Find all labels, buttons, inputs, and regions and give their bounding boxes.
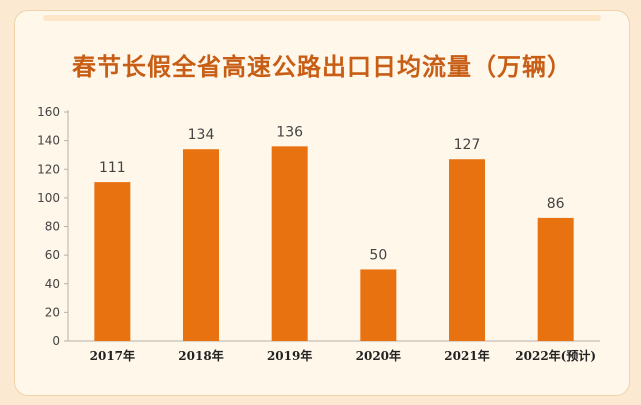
y-tick-label: 80	[45, 220, 60, 234]
data-label: 50	[369, 247, 387, 263]
data-label: 136	[276, 124, 303, 140]
chart-title: 春节长假全省高速公路出口日均流量（万辆）	[72, 52, 572, 81]
y-tick-label: 20	[45, 305, 60, 319]
bar	[183, 149, 219, 341]
y-tick-label: 140	[37, 134, 60, 148]
x-tick-label: 2019年	[267, 348, 312, 363]
data-label: 134	[188, 127, 215, 143]
y-tick-label: 100	[37, 191, 60, 205]
y-tick-label: 160	[37, 105, 60, 119]
bar	[94, 182, 131, 341]
data-label: 127	[454, 137, 481, 153]
panel-top-accent	[43, 15, 601, 21]
x-tick-label: 2017年	[90, 348, 135, 363]
data-label: 86	[547, 196, 565, 212]
y-tick-label: 40	[45, 277, 60, 291]
bar	[360, 269, 397, 341]
data-label: 111	[99, 160, 126, 176]
x-tick-label: 2020年	[356, 348, 401, 363]
y-tick-label: 0	[52, 334, 60, 348]
y-tick-label: 60	[45, 248, 60, 262]
bar	[271, 146, 308, 341]
y-tick-label: 120	[37, 162, 60, 176]
x-tick-label: 2021年	[444, 348, 489, 363]
bar	[537, 217, 574, 341]
bar	[449, 159, 485, 341]
x-tick-label: 2022年(预计)	[515, 348, 596, 363]
x-tick-label: 2018年	[178, 348, 223, 363]
